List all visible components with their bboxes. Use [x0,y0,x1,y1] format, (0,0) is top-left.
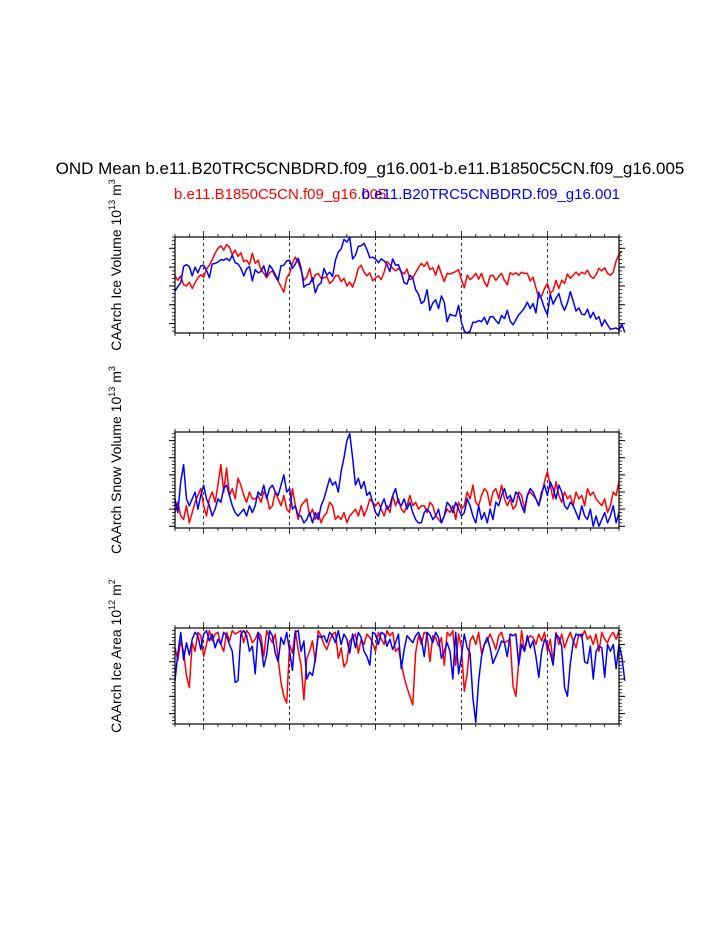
y-axis-title-part: 12 [107,600,117,610]
plot-frame [174,627,620,725]
ice-area-panel: CAArch Ice Area 1012 m2 [107,579,626,733]
series-line-blue [174,236,626,334]
y-axis-title-part: 13 [107,200,117,210]
series-line-blue [174,432,620,528]
y-axis-title: CAArch Ice Volume 1013 m3 [107,179,124,351]
y-axis-title-part: 3 [107,179,117,184]
main-title: OND Mean b.e11.B20TRC5CNBDRD.f09_g16.001… [56,159,685,178]
y-axis-title-part: 2 [107,579,117,584]
snow-volume-panel: CAArch Snow Volume 1013 m3 [107,366,625,554]
y-axis-title: CAArch Snow Volume 1013 m3 [107,366,124,554]
y-axis-title: CAArch Ice Area 1012 m2 [107,579,124,733]
y-axis-title-part: 3 [107,366,117,371]
ice-volume-panel: CAArch Ice Volume 1013 m3 [107,179,626,351]
series-line-blue [174,629,626,724]
y-axis-title-part: 13 [107,387,117,397]
plot-frame [174,431,620,529]
y-axis-title-part: m [108,584,124,596]
y-axis-title-part: m [108,371,124,383]
series-line-red [174,463,620,524]
series-line-red [174,629,620,706]
legend-red-label: b.e11.B1850C5CN.f09_g16.005 [174,186,386,203]
y-axis-title-part: CAArch Snow Volume 10 [108,397,124,554]
y-axis-title-part: m [108,184,124,196]
legend-blue-label: b.e11.B20TRC5CNBDRD.f09_g16.001 [362,186,620,203]
y-axis-title-part: CAArch Ice Area 10 [108,610,124,733]
series-line-red [174,243,623,299]
plot-frame [174,236,620,334]
y-axis-title-part: CAArch Ice Volume 10 [108,210,124,351]
